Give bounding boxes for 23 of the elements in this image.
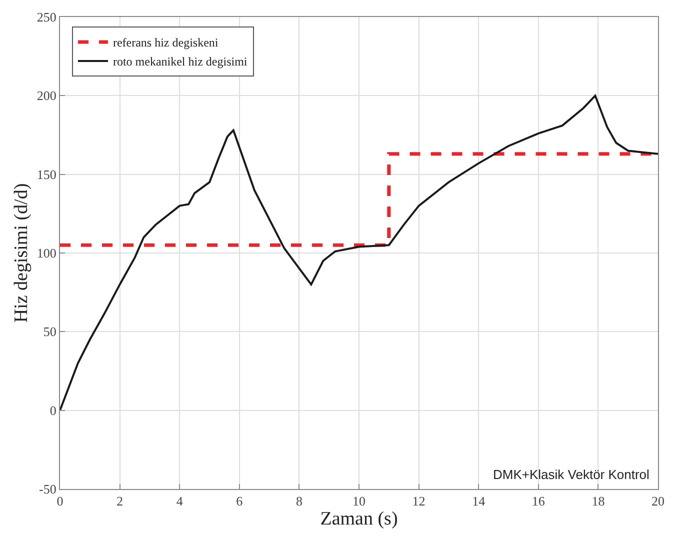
y-tick-label: 200 xyxy=(36,88,56,104)
x-axis-title: Zaman (s) xyxy=(320,508,398,530)
y-tick-label: 0 xyxy=(50,402,56,418)
y-tick-label: 50 xyxy=(43,324,56,340)
x-tick-label: 16 xyxy=(532,494,546,509)
x-tick-label: 2 xyxy=(116,494,124,509)
y-axis-title: Hiz degisimi (d/d) xyxy=(10,183,32,323)
legend-label: roto mekanikel hiz degisimi xyxy=(112,54,248,69)
legend-label: referans hiz degiskeni xyxy=(112,36,219,50)
x-tick-label: 8 xyxy=(296,494,302,509)
y-tick-label: 250 xyxy=(36,10,56,25)
x-tick-label: 10 xyxy=(352,494,366,509)
x-tick-label: 20 xyxy=(652,494,664,509)
x-tick-label: 14 xyxy=(472,494,486,509)
y-tick-label: 100 xyxy=(36,246,56,261)
x-tick-label: 18 xyxy=(592,494,605,509)
x-tick-label: 4 xyxy=(176,494,184,509)
line-series xyxy=(60,94,658,412)
y-tick-label: 150 xyxy=(36,166,56,182)
x-tick-label: 6 xyxy=(236,494,244,509)
x-tick-label: 12 xyxy=(412,494,426,509)
annotation: DMK+Klasik Vektör Kontrol xyxy=(493,467,650,482)
y-tick-label: -50 xyxy=(39,482,56,497)
